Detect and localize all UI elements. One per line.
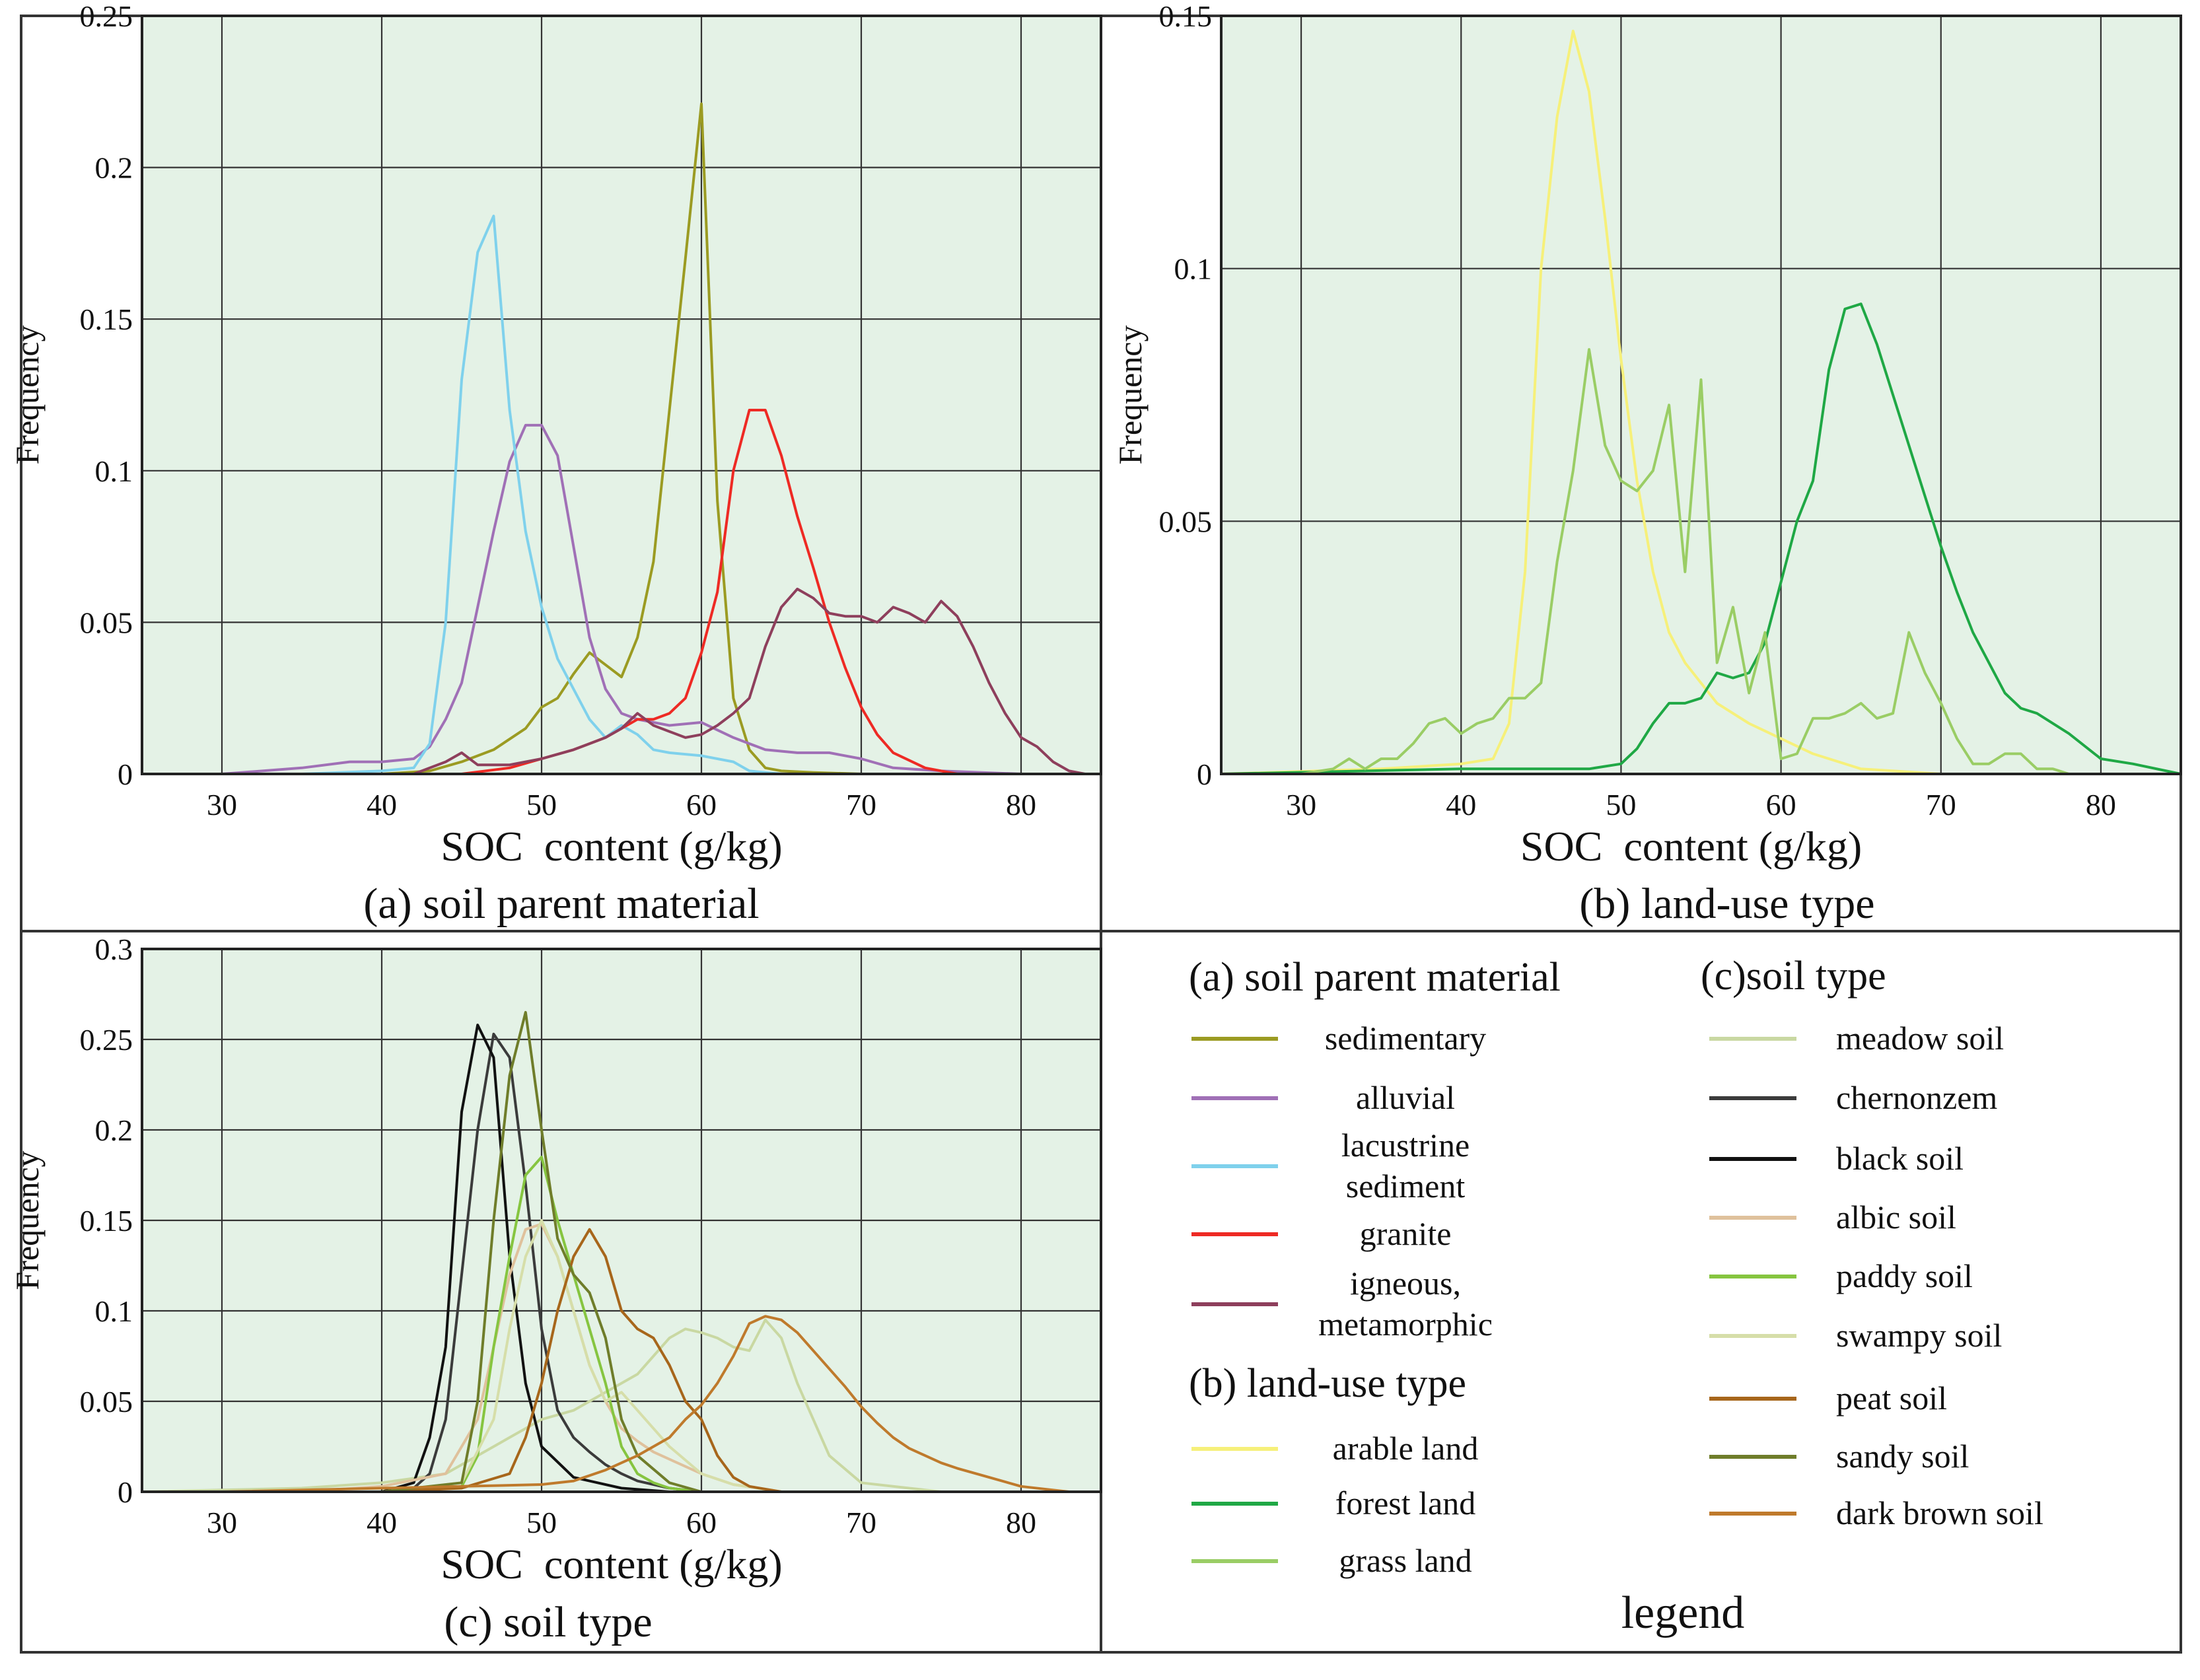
- panel-title: (b) land-use type: [1579, 880, 1874, 928]
- y-tick-label: 0.25: [80, 1023, 133, 1057]
- plot-area-a: [142, 16, 1101, 774]
- x-tick-label: 50: [526, 788, 557, 822]
- series-line-chernonzem: [381, 1032, 702, 1493]
- x-tick-label: 40: [1446, 788, 1476, 822]
- y-axis-label: Frequency: [9, 325, 46, 464]
- series-line-lacustrine-sediment: [301, 215, 782, 775]
- y-tick-label: 0.05: [80, 1385, 133, 1418]
- legend-label-paddy-soil: paddy soil: [1836, 1257, 1973, 1294]
- legend-label-swampy-soil: swampy soil: [1836, 1317, 2002, 1354]
- y-tick-label: 0.15: [1159, 0, 1213, 33]
- legend-group-heading: (b) land-use type: [1189, 1361, 1466, 1406]
- legend-label-sandy-soil: sandy soil: [1836, 1438, 1969, 1475]
- series-line-grass-land: [1300, 348, 2070, 775]
- x-tick-label: 60: [1766, 788, 1796, 822]
- legend-label-chernonzem: chernonzem: [1836, 1079, 1997, 1116]
- y-tick-label: 0.2: [95, 1113, 133, 1147]
- y-tick-label: 0.15: [80, 1204, 133, 1238]
- series-line-black-soil: [381, 1024, 670, 1493]
- x-tick-label: 70: [846, 788, 876, 822]
- x-tick-label: 80: [1006, 1506, 1036, 1539]
- legend-label-meadow-soil: meadow soil: [1836, 1020, 2004, 1057]
- legend-group-heading: (c)soil type: [1701, 954, 1886, 998]
- legend-label-grass-land: grass land: [1339, 1542, 1472, 1579]
- axes-frame: [141, 15, 1102, 775]
- x-tick-label: 70: [846, 1506, 876, 1539]
- y-tick-label: 0.3: [95, 932, 133, 966]
- y-tick-label: 0: [118, 1475, 133, 1509]
- axes-frame: [141, 948, 1102, 1493]
- x-tick-label: 60: [686, 1506, 717, 1539]
- x-tick-label: 70: [1926, 788, 1956, 822]
- series-line-meadow-soil: [141, 1318, 942, 1493]
- panel-a-soil-parent-material: 30 40 50 60 70 80 0 0.05 0.1 0.15 0.2 0.25 Frequency…: [9, 0, 1102, 928]
- series-line-dark-brown-soil: [221, 1315, 1069, 1493]
- y-tick-label: 0.05: [1159, 505, 1213, 538]
- series-line-forest-land: [1221, 302, 2182, 775]
- legend-label-granite: granite: [1360, 1215, 1452, 1252]
- panel-title: (a) soil parent material: [363, 880, 759, 928]
- x-tick-label: 60: [686, 788, 717, 822]
- legend-label-arable-land: arable land: [1333, 1430, 1479, 1467]
- series-line-sandy-soil: [381, 1010, 702, 1493]
- x-tick-label: 30: [1286, 788, 1316, 822]
- legend-label-lacustrine-sediment: lacustrine sediment: [1341, 1127, 1470, 1205]
- x-tick-label: 80: [1006, 788, 1036, 822]
- legend-title: legend: [1621, 1588, 1745, 1638]
- y-tick-label: 0.1: [1174, 252, 1213, 286]
- series-line-sedimentary: [381, 102, 862, 775]
- panel-title: (c) soil type: [444, 1598, 652, 1646]
- legend-label-dark-brown-soil: dark brown soil: [1836, 1494, 2043, 1531]
- x-axis-label: SOC content (g/kg): [441, 823, 782, 870]
- x-tick-label: 40: [367, 788, 397, 822]
- legend-label-igneous-metamorphic: igneous, metamorphic: [1318, 1265, 1493, 1343]
- legend-label-forest-land: forest land: [1335, 1485, 1475, 1522]
- x-tick-label: 30: [207, 1506, 237, 1539]
- y-tick-label: 0.15: [80, 302, 133, 336]
- legend-label-albic-soil: albic soil: [1836, 1199, 1956, 1236]
- y-tick-label: 0.1: [95, 454, 133, 488]
- x-tick-label: 80: [2086, 788, 2116, 822]
- y-axis-label: Frequency: [9, 1150, 46, 1290]
- y-tick-label: 0.2: [95, 151, 133, 185]
- series-line-alluvial: [142, 423, 1101, 775]
- y-tick-label: 0: [1197, 757, 1212, 791]
- series-line-paddy-soil: [381, 1156, 702, 1493]
- legend: (a) soil parent material sedimentary alluv…: [1189, 954, 2043, 1638]
- x-axis-label: SOC content (g/kg): [441, 1541, 782, 1588]
- legend-label-sedimentary: sedimentary: [1325, 1020, 1486, 1057]
- y-tick-label: 0: [118, 757, 133, 791]
- panel-c-soil-type: 30 40 50 60 70 80 0 0.05 0.1 0.15 0.2 0.25 0.3 Freque…: [9, 932, 1102, 1646]
- legend-group-heading: (a) soil parent material: [1189, 955, 1561, 1000]
- series-line-peat-soil: [381, 1228, 782, 1493]
- x-tick-label: 50: [526, 1506, 557, 1539]
- axes-frame: [1220, 15, 2182, 775]
- x-tick-label: 30: [207, 788, 237, 822]
- y-axis-label: Frequency: [1112, 325, 1149, 464]
- y-tick-label: 0.05: [80, 606, 133, 639]
- x-tick-label: 50: [1606, 788, 1636, 822]
- x-tick-label: 40: [367, 1506, 397, 1539]
- legend-label-black-soil: black soil: [1836, 1140, 1964, 1177]
- series-line-arable-land: [1221, 30, 2021, 775]
- panel-b-land-use-type: 30 40 50 60 70 80 0 0.05 0.1 0.15 Frequency SOC con…: [1112, 0, 2182, 928]
- y-tick-label: 0.1: [95, 1294, 133, 1328]
- x-axis-label: SOC content (g/kg): [1520, 823, 1862, 870]
- y-tick-label: 0.25: [80, 0, 133, 33]
- legend-label-alluvial: alluvial: [1356, 1079, 1455, 1116]
- series-line-swampy-soil: [381, 1219, 782, 1493]
- legend-label-peat-soil: peat soil: [1836, 1380, 1947, 1417]
- series-line-igneous-metamorphic: [413, 587, 1086, 775]
